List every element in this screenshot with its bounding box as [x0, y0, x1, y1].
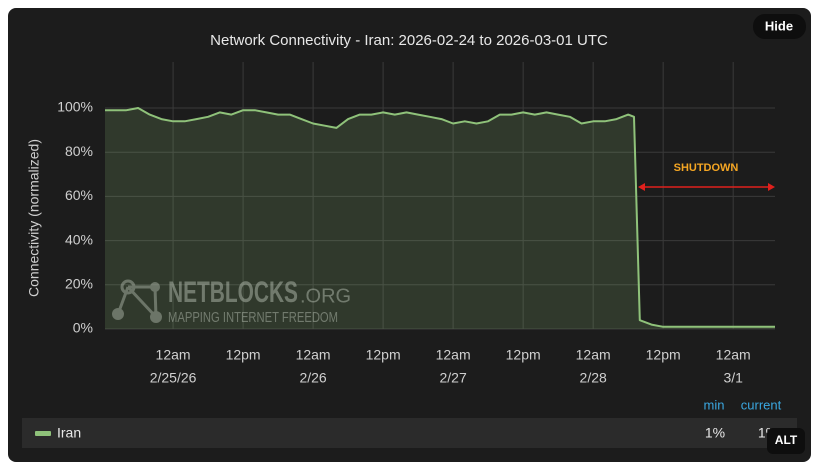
x-tick-label: 12am	[156, 347, 191, 363]
plot	[105, 107, 775, 329]
x-tick-label: 12am	[436, 347, 471, 363]
x-tick-sublabel: 3/1	[723, 370, 743, 386]
alt-badge[interactable]	[767, 428, 805, 454]
logo-node	[150, 311, 162, 323]
legend-swatch	[35, 431, 51, 436]
logo-node	[120, 279, 136, 295]
x-tick-sublabel: 2/28	[580, 370, 607, 386]
grid	[105, 62, 775, 330]
alt-badge-label[interactable]: ALT	[775, 433, 798, 447]
legend-label[interactable]: Iran	[57, 425, 81, 441]
y-tick-label: 20%	[65, 276, 93, 292]
x-tick-label: 12pm	[506, 347, 541, 363]
x-tick-label: 12am	[296, 347, 331, 363]
y-tick-label: 80%	[65, 143, 93, 159]
area	[105, 108, 775, 329]
x-tick-label: 12pm	[226, 347, 261, 363]
hide-button-label[interactable]: Hide	[765, 18, 793, 33]
watermark-brand: NETBLOCKS	[168, 276, 298, 309]
x-tick-label: 12pm	[646, 347, 681, 363]
legend-column: min	[704, 397, 725, 412]
y-tick-label: 40%	[65, 231, 93, 247]
legend-min: 1%	[705, 425, 725, 441]
hide-button[interactable]	[753, 14, 806, 39]
y-tick-label: 100%	[57, 99, 93, 115]
annotation-text: SHUTDOWN	[674, 162, 739, 174]
watermark-tagline: MAPPING INTERNET FREEDOM	[168, 309, 338, 326]
x-tick-sublabel: 2/25/26	[150, 370, 197, 386]
logo-node	[150, 282, 160, 292]
x-tick-sublabel: 2/26	[299, 370, 326, 386]
line	[105, 107, 775, 328]
watermark: NETBLOCKS .ORG MAPPING INTERNET FREEDOM	[112, 276, 351, 326]
watermark-suffix: .ORG	[300, 285, 351, 307]
x-tick-sublabel: 2/27	[440, 370, 467, 386]
card	[8, 8, 811, 462]
x-tick-label: 12pm	[366, 347, 401, 363]
logo-link	[116, 285, 158, 319]
logo-node	[112, 308, 124, 320]
chart-title: Network Connectivity - Iran: 2026-02-24 …	[210, 32, 608, 49]
y-tick-label: 0%	[73, 320, 93, 336]
y-axis-title: Connectivity (normalized)	[26, 139, 42, 297]
legend-column: current	[741, 397, 782, 412]
legend-row	[22, 418, 797, 448]
x-tick-label: 12am	[576, 347, 611, 363]
x-tick-label: 12am	[716, 347, 751, 363]
y-tick-label: 60%	[65, 187, 93, 203]
annotation: SHUTDOWN	[638, 162, 775, 191]
